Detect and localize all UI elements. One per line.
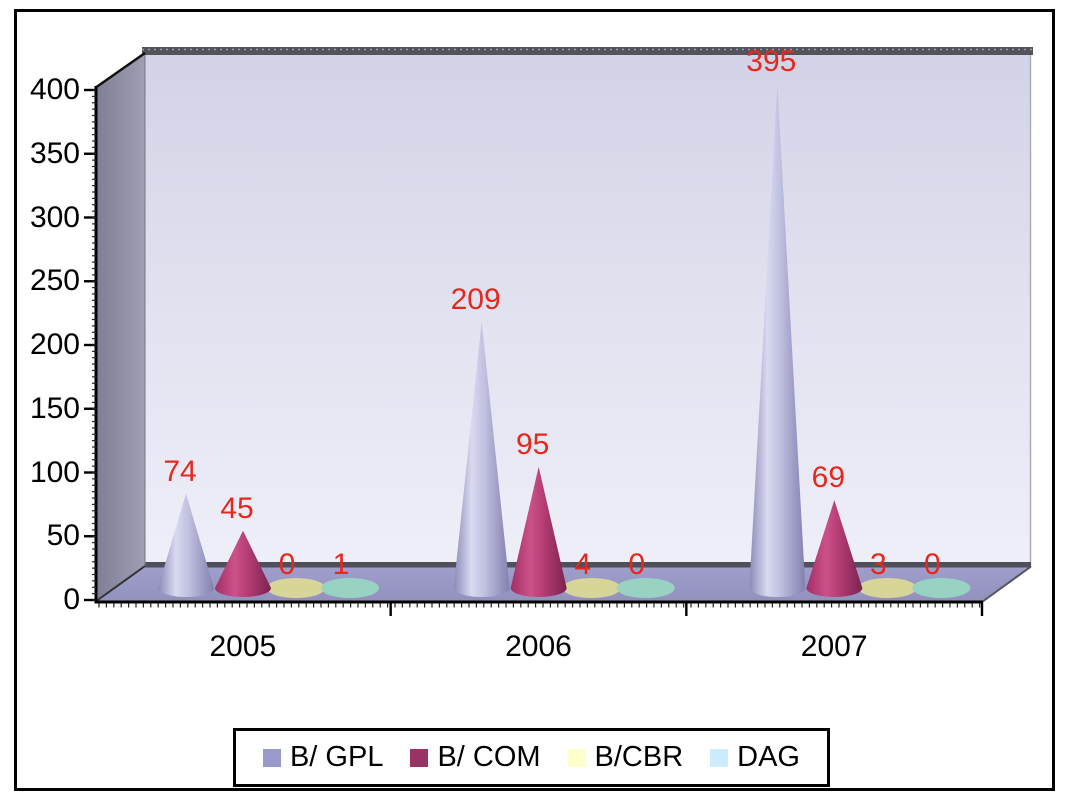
pad-dag-2006 xyxy=(616,578,675,598)
wall-top-left-slant xyxy=(94,51,146,90)
back-wall xyxy=(145,53,1031,566)
cone-b-com-2007 xyxy=(806,500,863,597)
cone-b-gpl-2006 xyxy=(453,321,510,597)
y-tick-label-50: 50 xyxy=(46,519,80,553)
pad-b-cbr-2006 xyxy=(562,578,621,598)
y-tick-label-0: 0 xyxy=(63,583,80,616)
cone-b-com-2005 xyxy=(215,530,271,597)
category-label-2005: 2005 xyxy=(209,630,277,663)
legend-swatch-b-cbr xyxy=(567,748,586,767)
legend-item-b-cbr: B/CBR xyxy=(567,741,684,774)
category-label-2006: 2006 xyxy=(505,630,572,663)
pad-dag-2005 xyxy=(321,578,379,598)
pad-dag-2007 xyxy=(912,578,971,598)
floor-right-slant xyxy=(981,565,1032,603)
floor-back-edge xyxy=(145,562,1031,568)
cone-b-com-2006 xyxy=(510,466,567,597)
data-label-b-cbr-2007: 3 xyxy=(869,548,887,581)
y-tick-label-150: 150 xyxy=(29,391,80,425)
legend-label-b-gpl: B/ GPL xyxy=(289,741,384,773)
y-tick-label-400: 400 xyxy=(29,73,80,106)
legend-swatch-b-com xyxy=(410,748,429,767)
data-label-dag-2006: 0 xyxy=(628,548,645,581)
legend-item-b-com: B/ COM xyxy=(410,741,541,774)
data-label-b-com-2006: 95 xyxy=(515,427,550,461)
legend-label-dag: DAG xyxy=(737,741,800,773)
data-label-b-cbr-2006: 4 xyxy=(574,548,591,581)
data-label-dag-2005: 1 xyxy=(332,548,350,581)
legend-item-dag: DAG xyxy=(710,741,800,774)
left-wall xyxy=(95,53,145,602)
legend-swatch-dag xyxy=(710,748,729,767)
floor-left-slant xyxy=(94,565,146,603)
y-tick-label-350: 350 xyxy=(29,136,80,170)
data-label-b-cbr-2005: 0 xyxy=(278,548,296,581)
data-label-b-gpl-2005: 74 xyxy=(163,454,197,488)
chart-outer-frame xyxy=(14,9,1055,791)
legend-item-b-gpl: B/ GPL xyxy=(262,741,384,774)
category-label-2007: 2007 xyxy=(800,630,868,663)
cone-b-gpl-2005 xyxy=(158,493,214,597)
y-tick-label-300: 300 xyxy=(29,200,80,234)
wall-top-edge xyxy=(142,47,1033,55)
y-tick-label-250: 250 xyxy=(29,264,80,298)
legend-label-b-com: B/ COM xyxy=(437,741,541,773)
data-label-dag-2007: 0 xyxy=(923,548,941,581)
y-tick-label-200: 200 xyxy=(29,328,80,361)
legend-swatch-b-gpl xyxy=(262,748,281,767)
pad-b-cbr-2005 xyxy=(267,578,325,598)
data-label-b-gpl-2006: 209 xyxy=(450,282,501,316)
data-label-b-com-2005: 45 xyxy=(220,491,254,525)
cone-b-gpl-2007 xyxy=(749,84,806,597)
y-tick-label-100: 100 xyxy=(29,455,80,489)
data-label-b-gpl-2007: 395 xyxy=(746,45,797,79)
pad-b-cbr-2007 xyxy=(858,578,917,598)
legend-label-b-cbr: B/CBR xyxy=(594,741,684,773)
data-label-b-com-2007: 69 xyxy=(811,461,846,495)
legend: B/ GPL B/ COM B/CBR DAG xyxy=(233,728,830,787)
